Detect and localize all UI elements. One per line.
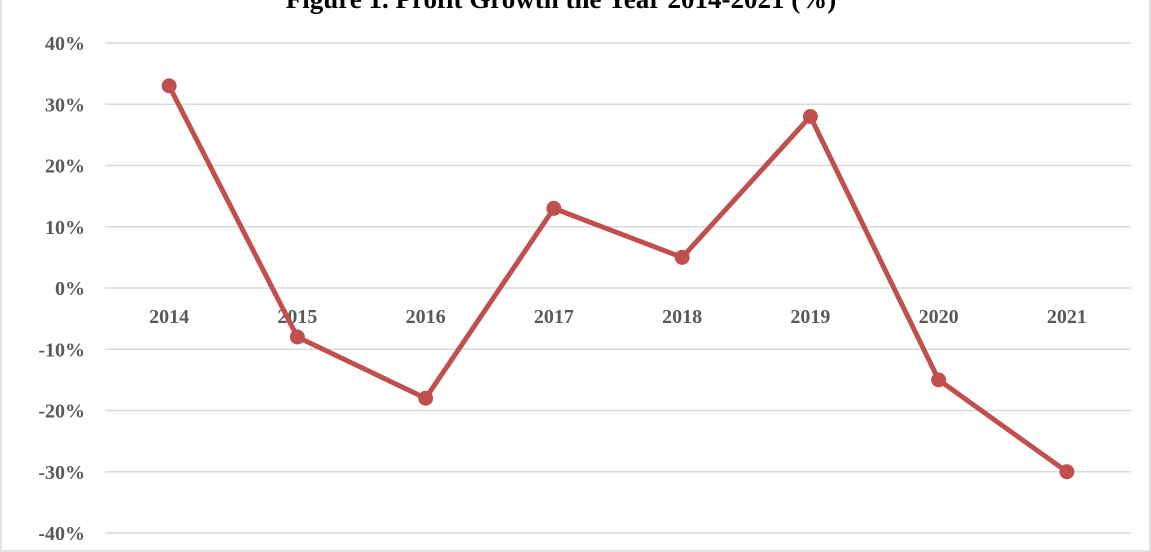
y-axis-ticks: 40% 30% 20% 10% 0% -10% -20% -30% -40% (38, 33, 85, 545)
y-tick-label: -20% (38, 401, 85, 423)
data-point (1059, 464, 1075, 480)
x-tick-label: 2021 (1047, 306, 1087, 328)
data-point (674, 249, 690, 265)
y-tick-label: -30% (38, 462, 85, 484)
x-tick-label: 2019 (790, 306, 830, 328)
data-point (418, 390, 434, 406)
y-tick-label: 40% (45, 33, 85, 55)
data-point (931, 372, 947, 388)
y-tick-label: 30% (45, 94, 85, 116)
y-tick-label: 0% (55, 278, 85, 300)
y-tick-label: 20% (45, 156, 85, 178)
data-point (289, 329, 305, 345)
x-tick-label: 2017 (534, 306, 574, 328)
y-tick-label: -10% (38, 339, 85, 361)
x-tick-label: 2014 (149, 306, 189, 328)
data-point (161, 78, 177, 94)
y-tick-label: 10% (45, 217, 85, 239)
x-tick-label: 2020 (919, 306, 959, 328)
data-point (546, 200, 562, 216)
gridlines (105, 42, 1131, 534)
x-tick-label: 2016 (406, 306, 446, 328)
series-line (166, 83, 1070, 475)
y-tick-label: -40% (38, 523, 85, 545)
data-point (802, 109, 818, 124)
data-series (161, 78, 1075, 480)
x-tick-label: 2018 (662, 306, 702, 328)
chart-title: Figure 1. Profit Growth the Year 2014-20… (286, 0, 836, 14)
